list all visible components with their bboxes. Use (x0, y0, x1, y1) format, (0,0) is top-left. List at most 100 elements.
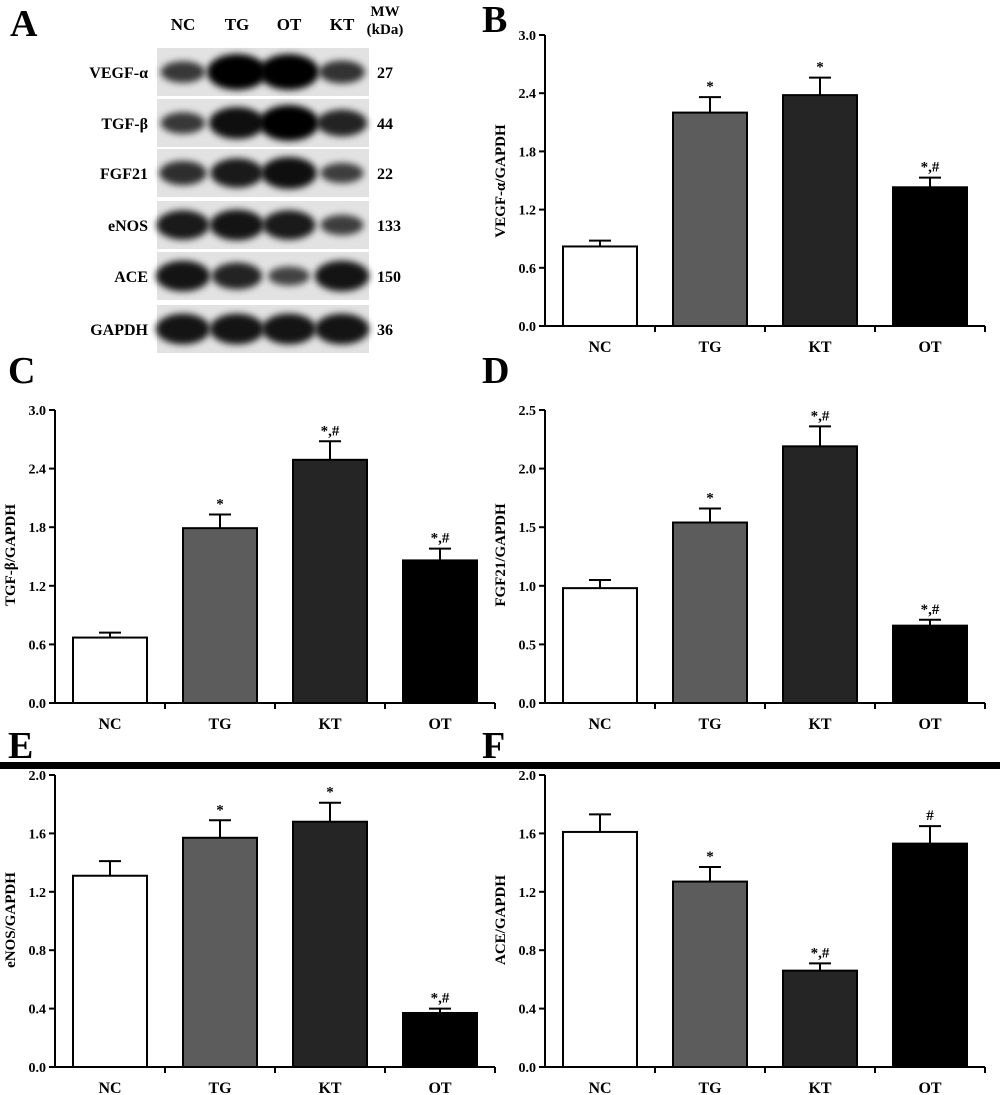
x-tick-label: NC (588, 1080, 611, 1095)
x-tick-label: KT (318, 716, 341, 733)
y-tick-label: 0.5 (519, 638, 537, 653)
y-tick-label: 3.0 (29, 404, 47, 419)
y-tick-label: 0.0 (519, 1061, 537, 1076)
blot-band (262, 210, 316, 240)
chart-panel-e: E 0.0 0.4 0.8 1.2 1.6 2.0 eNOS/GAPDH NC * TG * KT *,#… (3, 725, 496, 1095)
x-tick-label: OT (918, 339, 941, 356)
y-tick-label: 0.4 (29, 1003, 47, 1018)
panel-letter: E (8, 725, 33, 767)
significance-marker: * (816, 60, 824, 76)
significance-marker: *,# (431, 531, 450, 547)
significance-marker: * (216, 497, 224, 513)
panel-letter: D (482, 350, 509, 392)
panel-letter: B (482, 0, 507, 41)
significance-marker: # (926, 808, 934, 824)
blot-band (259, 54, 319, 90)
protein-label: GAPDH (90, 322, 148, 339)
y-tick-label: 1.6 (519, 827, 537, 842)
mw-unit-header: (kDa) (367, 22, 404, 38)
x-tick-label: KT (808, 716, 831, 733)
significance-marker: * (216, 802, 224, 818)
bar-kt (292, 820, 368, 1068)
chart-panel-d: D 0.0 0.5 1.0 1.5 2.0 2.5 FGF21/GAPDH NC * TG *,# KT… (482, 350, 986, 733)
mw-value: 27 (377, 65, 393, 82)
blot-band (209, 106, 265, 140)
blot-band (155, 313, 211, 345)
bar-tg (182, 527, 258, 705)
chart-panel-f: F 0.0 0.4 0.8 1.2 1.6 2.0 ACE/GAPDH NC * TG *,# KT # O… (482, 725, 986, 1095)
y-tick-label: 0.8 (519, 944, 537, 959)
blot-band (211, 262, 263, 290)
y-tick-label: 1.6 (29, 827, 47, 842)
y-tick-label: 0.0 (519, 320, 537, 335)
blot-band (319, 60, 365, 84)
x-tick-label: TG (208, 716, 232, 733)
y-tick-label: 0.4 (519, 1003, 537, 1018)
blot-band (210, 158, 264, 188)
bar-tg (672, 111, 748, 327)
y-tick-label: 1.2 (519, 886, 537, 901)
x-tick-label: KT (318, 1080, 341, 1095)
bar-kt (782, 969, 858, 1069)
significance-marker: * (706, 849, 714, 865)
x-tick-label: TG (698, 339, 722, 356)
y-tick-label: 3.0 (519, 29, 537, 44)
panel-letter: F (482, 725, 505, 767)
lane-label-kt: KT (330, 15, 355, 34)
blot-band (156, 210, 210, 240)
significance-marker: * (706, 490, 714, 506)
blot-band (209, 209, 265, 241)
y-tick-label: 0.0 (519, 697, 537, 712)
bar-nc (72, 636, 148, 705)
bar-ot (892, 842, 968, 1068)
mw-value: 133 (377, 218, 401, 235)
y-tick-label: 1.2 (29, 886, 47, 901)
protein-label: eNOS (108, 218, 148, 235)
blot-band (160, 112, 206, 134)
x-tick-label: NC (588, 339, 611, 356)
significance-marker: *,# (811, 945, 830, 961)
y-tick-label: 0.6 (519, 262, 537, 277)
mw-value: 44 (377, 116, 393, 133)
y-tick-label: 1.8 (519, 145, 537, 160)
significance-marker: * (706, 79, 714, 95)
significance-marker: *,# (921, 602, 940, 618)
blot-band (155, 260, 211, 292)
y-tick-label: 2.4 (519, 87, 537, 102)
blot-band (209, 313, 265, 345)
y-tick-label: 1.2 (519, 204, 537, 219)
chart-panel-c: C 0.0 0.6 1.2 1.8 2.4 3.0 TGF-β/GAPDH NC * TG *,# KT… (3, 350, 496, 733)
blot-band (159, 160, 207, 186)
y-tick-label: 2.0 (519, 463, 537, 478)
significance-marker: *,# (321, 423, 340, 439)
mw-value: 150 (377, 269, 401, 286)
bar-ot (402, 1011, 478, 1068)
protein-label: TGF-β (101, 116, 148, 133)
blot-band (160, 61, 206, 83)
blot-band (320, 214, 364, 236)
significance-marker: * (326, 785, 334, 801)
blot-band (259, 105, 319, 141)
y-tick-label: 2.0 (29, 769, 47, 784)
significance-marker: *,# (431, 991, 450, 1007)
y-tick-label: 1.2 (29, 580, 47, 595)
panel-letter-A: A (10, 3, 38, 45)
mw-value: 36 (377, 322, 393, 339)
x-tick-label: TG (698, 1080, 722, 1095)
blot-band (261, 156, 317, 190)
x-tick-label: KT (808, 339, 831, 356)
protein-label: FGF21 (100, 166, 148, 183)
bar-kt (782, 94, 858, 327)
y-tick-label: 1.0 (519, 580, 537, 595)
x-tick-label: OT (428, 1080, 451, 1095)
x-tick-label: KT (808, 1080, 831, 1095)
bar-nc (562, 587, 638, 704)
x-tick-label: OT (918, 1080, 941, 1095)
bar-kt (782, 445, 858, 704)
panel-divider-line (0, 762, 1000, 769)
lane-label-nc: NC (171, 15, 196, 34)
bar-ot (402, 559, 478, 705)
x-tick-label: OT (428, 716, 451, 733)
x-tick-label: TG (208, 1080, 232, 1095)
